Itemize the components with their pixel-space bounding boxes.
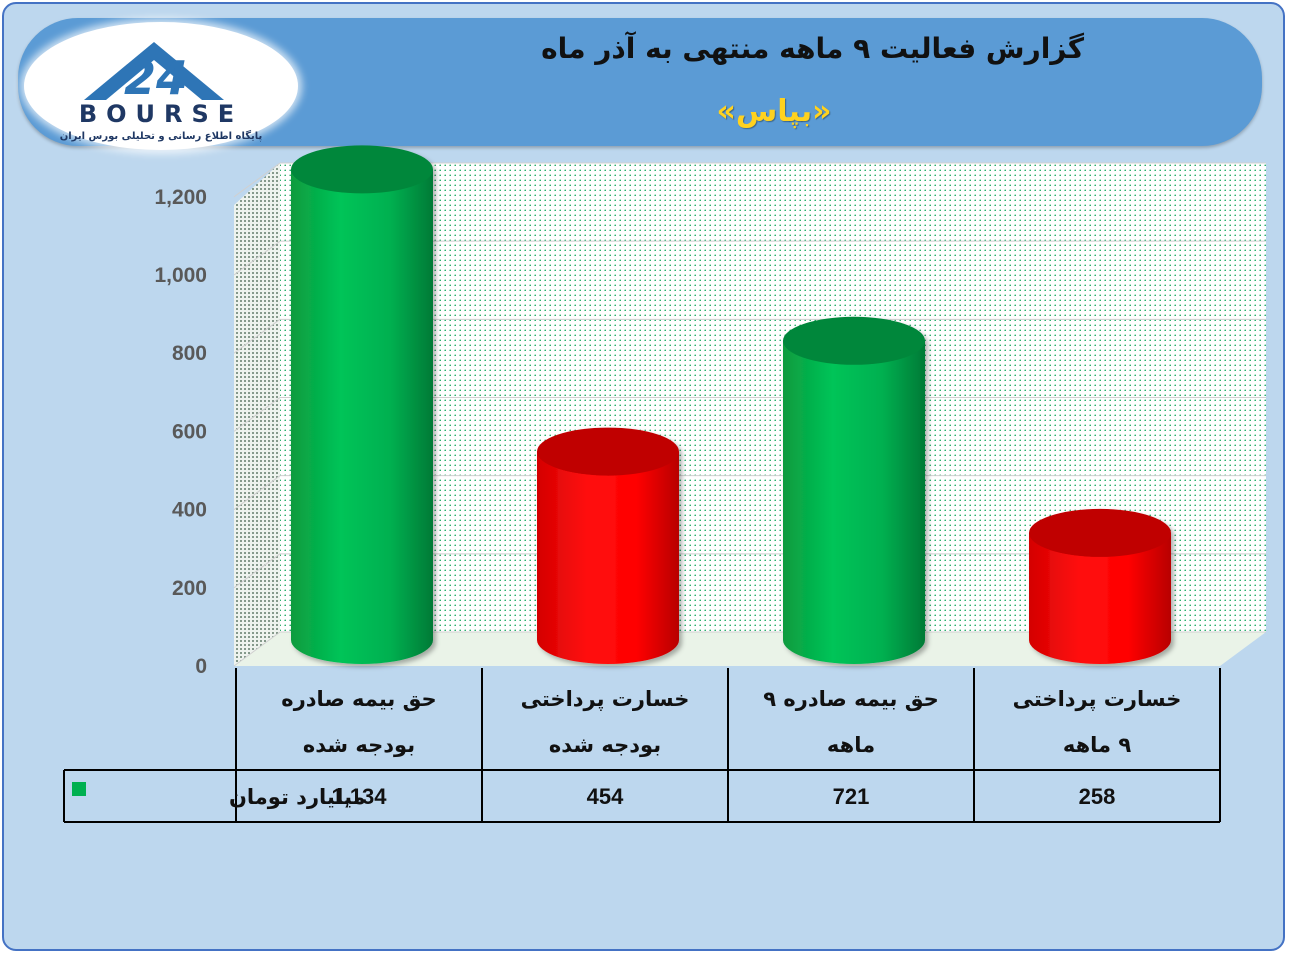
bar-body xyxy=(1029,532,1171,664)
data-label: 1,134 xyxy=(331,784,387,809)
category-label: بودجه شده xyxy=(303,733,415,757)
cylinder-bar-chart: 0 200 400 600 800 1,000 1,200 حق بیمه صادره بود… xyxy=(63,145,1266,823)
bourse24-logo: 24 BOURSE پایگاه اطلاع رسانی و تحلیلی بو… xyxy=(24,22,298,150)
gridline-side xyxy=(233,631,281,667)
category-label: حق بیمه صادره ۹ xyxy=(763,687,939,711)
data-label: 721 xyxy=(833,784,870,809)
category-label: ماهه xyxy=(827,733,875,757)
category-label: خسارت پرداختی xyxy=(521,687,690,711)
logo-mark: 24 BOURSE پایگاه اطلاع رسانی و تحلیلی بو… xyxy=(60,42,263,142)
logo-brand: BOURSE xyxy=(79,100,243,128)
logo-tagline: پایگاه اطلاع رسانی و تحلیلی بورس ایران xyxy=(60,129,263,142)
y-tick-label: 600 xyxy=(172,420,207,443)
y-tick-label: 800 xyxy=(172,342,207,365)
bar-top xyxy=(291,145,433,194)
bar-body xyxy=(291,169,433,664)
bar-top xyxy=(537,427,679,476)
y-tick-label: 1,000 xyxy=(154,264,207,287)
y-axis-ticks: 0 200 400 600 800 1,000 1,200 xyxy=(154,186,207,678)
chart-title: گزارش فعالیت ۹ ماهه منتهی به آذر ماه xyxy=(541,32,1084,65)
bar-3 xyxy=(783,316,925,664)
bars xyxy=(291,145,1171,664)
gridline-side xyxy=(233,475,281,511)
bar-top xyxy=(783,316,925,365)
bar-top xyxy=(1029,508,1171,557)
y-tick-label: 1,200 xyxy=(154,186,207,209)
floor xyxy=(234,632,1266,666)
legend-series-name: میلیارد تومان xyxy=(229,785,366,809)
gridline-side xyxy=(233,240,281,276)
logo-number: 24 xyxy=(124,51,188,105)
y-tick-label: 200 xyxy=(172,577,207,600)
category-label: حق بیمه صادره xyxy=(281,687,436,711)
gridline-side xyxy=(233,162,281,198)
category-label: بودجه شده xyxy=(549,733,661,757)
data-label: 258 xyxy=(1079,784,1116,809)
gridline-side xyxy=(233,318,281,354)
gridline-side xyxy=(233,553,281,589)
bar-body xyxy=(783,340,925,664)
data-label: 454 xyxy=(587,784,624,809)
legend-swatch xyxy=(72,782,86,796)
bar-body xyxy=(537,451,679,664)
category-label: ۹ ماهه xyxy=(1063,733,1132,757)
bar-2 xyxy=(537,427,679,664)
y-tick-label: 400 xyxy=(172,499,207,522)
gridline-side xyxy=(233,397,281,432)
data-table: حق بیمه صادره بودجه شده 1,134 خسارت پرداختی… xyxy=(63,668,1221,823)
category-label: خسارت پرداختی xyxy=(1013,687,1182,711)
y-tick-label: 0 xyxy=(195,655,207,678)
chart-subtitle: «بپاس» xyxy=(716,94,832,129)
bar-4 xyxy=(1029,508,1171,664)
bar-1 xyxy=(291,145,433,664)
